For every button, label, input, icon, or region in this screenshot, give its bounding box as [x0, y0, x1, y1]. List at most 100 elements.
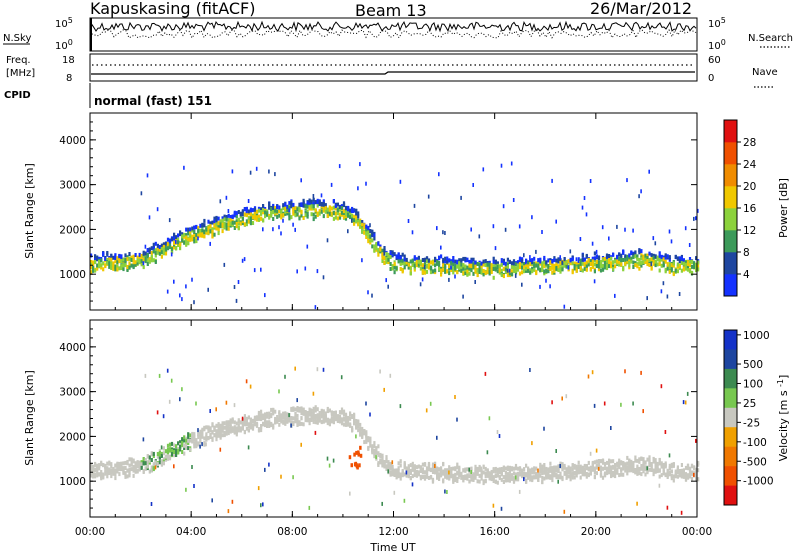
power-echo-cell — [413, 267, 416, 272]
velocity-echo-cell — [237, 423, 240, 428]
power-echo-cell — [294, 213, 297, 218]
velocity-noise-cell — [498, 434, 501, 438]
power-echo-cell — [529, 258, 532, 263]
velocity-echo-cell — [622, 462, 625, 467]
velocity-echo-cell — [367, 446, 370, 451]
power-echo-cell — [660, 263, 663, 268]
velocity-echo-cell — [638, 457, 641, 462]
velocity-echo-cell — [626, 455, 629, 460]
velocity-echo-cell — [162, 451, 165, 456]
power-echo-cell — [260, 211, 263, 216]
power-echo-cell — [201, 228, 204, 233]
velocity-echo-cell — [272, 423, 275, 428]
velocity-echo-cell — [397, 466, 400, 471]
power-echo-cell — [401, 268, 404, 273]
power-echo-cell — [144, 251, 147, 256]
power-echo-cell — [401, 252, 404, 257]
velocity-echo-cell — [314, 416, 317, 421]
velocity-noise-cell — [158, 373, 161, 378]
power-echo-cell — [587, 262, 590, 267]
power-echo-cell — [553, 266, 556, 271]
velocity-echo-cell — [340, 407, 344, 412]
power-echo-cell — [189, 233, 192, 238]
velocity-echo-cell — [421, 475, 424, 480]
velocity-echo-cell — [187, 438, 190, 443]
velocity-noise-cell — [593, 403, 596, 408]
velocity-echo-cell — [266, 411, 269, 416]
power-echo-cell — [484, 271, 487, 276]
velocity-noise-cell — [260, 503, 262, 508]
velocity-noise-cell — [565, 394, 568, 399]
power-echo-cell — [555, 266, 558, 271]
velocity-echo-cell — [510, 473, 514, 478]
power-echo-cell — [533, 267, 536, 272]
velocity-echo-cell — [684, 477, 688, 482]
power-echo-cell — [551, 270, 554, 275]
power-echo-cell — [561, 267, 564, 272]
velocity-echo-cell — [183, 446, 186, 450]
velocity-echo-cell — [674, 469, 677, 474]
power-echo-cell — [488, 262, 491, 267]
power-echo-cell — [126, 257, 129, 262]
velocity-echo-cell — [697, 477, 700, 482]
velocity-echo-cell — [110, 474, 113, 479]
velocity-echo-cell — [541, 475, 544, 480]
power-echo-cell — [543, 269, 546, 274]
velocity-echo-cell — [516, 477, 520, 482]
velocity-echo-cell — [508, 469, 511, 474]
velocity-echo-cell — [191, 439, 194, 444]
power-echo-cell — [389, 251, 392, 255]
velocity-echo-cell — [318, 418, 321, 423]
velocity-echo-cell — [636, 464, 639, 469]
power-echo-cell — [539, 259, 542, 264]
velocity-echo-cell — [575, 473, 578, 478]
power-echo-cell — [175, 235, 178, 240]
velocity-echo-cell — [201, 427, 204, 432]
power-echo-cell — [488, 265, 491, 269]
velocity-echo-cell — [316, 417, 319, 422]
velocity-echo-cell — [442, 478, 445, 483]
velocity-echo-cell — [523, 467, 526, 472]
velocity-noise-cell — [405, 470, 408, 475]
power-echo-cell — [462, 266, 465, 271]
velocity-echo-cell — [318, 415, 321, 420]
power-echo-cell — [312, 201, 315, 206]
power-echo-cell — [347, 212, 350, 217]
velocity-noise-cell — [555, 449, 557, 453]
power-noise-cell — [638, 194, 640, 199]
velocity-echo-cell — [480, 472, 483, 477]
velocity-echo-cell — [630, 468, 633, 473]
velocity-echo-cell — [183, 435, 186, 440]
velocity-echo-cell — [338, 414, 342, 419]
velocity-echo-cell — [571, 467, 574, 472]
power-echo-cell — [363, 223, 366, 228]
power-echo-cell — [650, 257, 653, 262]
power-noise-cell — [555, 219, 557, 224]
power-echo-cell — [332, 205, 335, 210]
power-echo-cell — [480, 261, 483, 266]
velocity-echo-cell — [207, 436, 210, 440]
power-echo-cell — [148, 259, 151, 264]
velocity-echo-cell — [300, 408, 303, 413]
power-noise-cell — [223, 262, 226, 267]
velocity-echo-cell — [249, 417, 252, 422]
velocity-echo-cell — [162, 446, 165, 451]
velocity-feature-cell — [359, 445, 362, 450]
power-echo-cell — [648, 258, 651, 262]
velocity-echo-cell — [249, 420, 252, 425]
velocity-echo-cell — [427, 463, 431, 468]
power-echo-cell — [646, 262, 649, 267]
velocity-echo-cell — [616, 469, 619, 474]
power-echo-cell — [666, 254, 669, 259]
velocity-echo-cell — [502, 480, 505, 484]
power-echo-cell — [243, 212, 246, 217]
velocity-echo-cell — [652, 456, 655, 461]
power-echo-cell — [122, 267, 125, 272]
power-noise-cell — [357, 186, 359, 191]
velocity-noise-cell — [529, 368, 531, 372]
velocity-echo-cell — [363, 440, 366, 445]
power-echo-cell — [373, 248, 376, 253]
velocity-echo-cell — [215, 432, 218, 437]
velocity-echo-cell — [549, 468, 552, 473]
